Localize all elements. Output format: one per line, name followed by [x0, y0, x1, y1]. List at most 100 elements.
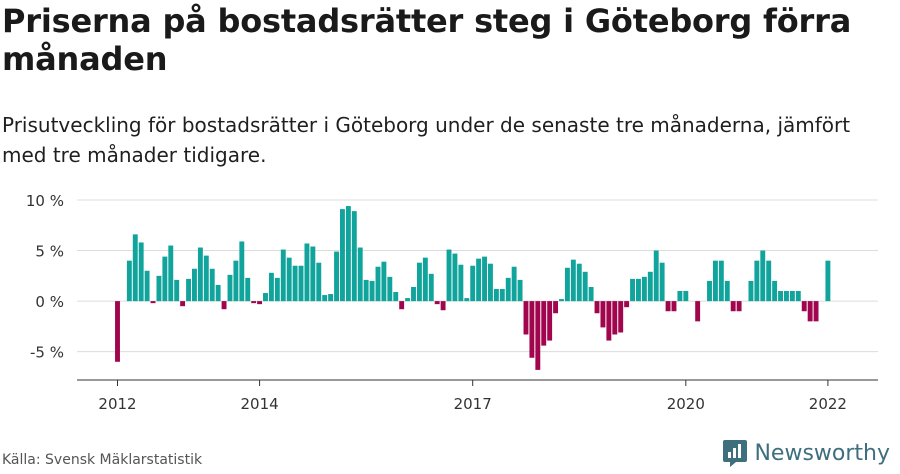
bar[interactable] [126, 260, 132, 302]
bar[interactable] [795, 291, 801, 302]
bar[interactable] [482, 256, 487, 302]
bar[interactable] [381, 261, 387, 302]
bar[interactable] [606, 301, 612, 341]
bar[interactable] [641, 276, 647, 302]
bar[interactable] [197, 247, 203, 302]
bar[interactable] [576, 263, 582, 302]
bar[interactable] [695, 301, 701, 322]
bar[interactable] [718, 260, 724, 302]
bar[interactable] [440, 301, 446, 311]
bar[interactable] [363, 279, 369, 302]
bar[interactable] [499, 288, 505, 302]
bar[interactable] [233, 260, 239, 302]
bar[interactable] [807, 301, 813, 322]
bar[interactable] [535, 301, 541, 370]
bar[interactable] [470, 265, 476, 302]
bar[interactable] [115, 301, 120, 362]
bar[interactable] [375, 266, 381, 302]
bar[interactable] [488, 263, 493, 302]
bar[interactable] [736, 301, 742, 312]
bar[interactable] [630, 278, 635, 302]
bar[interactable] [724, 280, 730, 302]
bar[interactable] [564, 267, 570, 302]
brand-logo[interactable]: Newsworthy [722, 438, 890, 468]
bar[interactable] [428, 273, 434, 302]
bar[interactable] [541, 301, 547, 346]
bar[interactable] [600, 301, 606, 328]
bar[interactable] [559, 299, 564, 302]
bar[interactable] [760, 250, 766, 302]
bar[interactable] [174, 279, 180, 302]
bar[interactable] [387, 276, 393, 302]
bar[interactable] [594, 301, 600, 314]
bar[interactable] [351, 211, 357, 302]
bar[interactable] [180, 301, 186, 307]
bar[interactable] [612, 301, 618, 335]
bar[interactable] [493, 288, 499, 302]
bar[interactable] [784, 291, 789, 302]
bar[interactable] [653, 250, 659, 302]
bar[interactable] [144, 270, 150, 302]
bar[interactable] [257, 301, 263, 305]
bar[interactable] [132, 234, 138, 302]
bar[interactable] [405, 298, 411, 302]
bar[interactable] [399, 301, 405, 310]
bar[interactable] [150, 301, 156, 304]
bar[interactable] [162, 256, 168, 302]
bar[interactable] [422, 257, 428, 302]
bar[interactable] [340, 209, 345, 302]
bar[interactable] [393, 292, 399, 302]
bar[interactable] [683, 291, 689, 302]
bar[interactable] [778, 291, 783, 302]
bar[interactable] [511, 266, 517, 302]
bar[interactable] [274, 277, 280, 302]
bar[interactable] [754, 260, 760, 302]
bar[interactable] [553, 301, 559, 314]
bar[interactable] [227, 274, 233, 302]
bar[interactable] [529, 301, 535, 358]
bar[interactable] [570, 259, 576, 302]
bar[interactable] [345, 206, 351, 302]
bar[interactable] [766, 260, 772, 302]
bar[interactable] [310, 246, 316, 302]
bar[interactable] [298, 265, 304, 302]
bar[interactable] [801, 301, 807, 312]
bar[interactable] [168, 245, 174, 302]
bar[interactable] [138, 242, 144, 302]
bar[interactable] [251, 301, 257, 304]
bar[interactable] [304, 243, 310, 302]
bar[interactable] [825, 260, 831, 302]
bar[interactable] [582, 271, 588, 302]
bar[interactable] [665, 301, 671, 312]
bar[interactable] [334, 251, 339, 302]
bar[interactable] [268, 272, 274, 302]
bar[interactable] [624, 301, 630, 308]
bar[interactable] [192, 268, 197, 302]
bar[interactable] [523, 301, 529, 335]
bar[interactable] [203, 255, 209, 302]
bar[interactable] [286, 257, 292, 302]
bar[interactable] [730, 301, 736, 312]
bar[interactable] [813, 301, 819, 322]
bar[interactable] [156, 275, 162, 302]
bar[interactable] [328, 294, 334, 302]
bar[interactable] [547, 301, 553, 341]
bar[interactable] [322, 295, 328, 302]
bar[interactable] [446, 249, 452, 302]
bar[interactable] [647, 271, 653, 302]
bar[interactable] [588, 286, 594, 302]
bar[interactable] [416, 262, 422, 302]
bar[interactable] [316, 262, 322, 302]
bar[interactable] [434, 301, 440, 305]
bar[interactable] [636, 278, 641, 302]
bar[interactable] [505, 277, 511, 302]
bar[interactable] [712, 260, 718, 302]
bar[interactable] [671, 301, 677, 312]
bar[interactable] [245, 277, 251, 302]
bar[interactable] [789, 291, 795, 302]
bar[interactable] [458, 264, 464, 302]
bar[interactable] [452, 253, 458, 302]
bar[interactable] [292, 265, 298, 302]
bar[interactable] [357, 247, 363, 302]
bar[interactable] [517, 279, 523, 302]
